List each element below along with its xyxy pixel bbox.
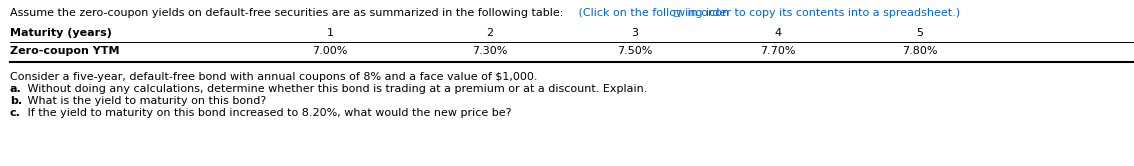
Text: Zero-coupon YTM: Zero-coupon YTM [10,46,119,56]
Text: in order to copy its contents into a spreadsheet.): in order to copy its contents into a spr… [684,8,960,18]
Text: (Click on the following icon: (Click on the following icon [575,8,733,18]
Text: If the yield to maturity on this bond increased to 8.20%, what would the new pri: If the yield to maturity on this bond in… [24,108,511,118]
Text: 7.30%: 7.30% [473,46,508,56]
Text: What is the yield to maturity on this bond?: What is the yield to maturity on this bo… [24,96,266,106]
Text: Consider a five-year, default-free bond with annual coupons of 8% and a face val: Consider a five-year, default-free bond … [10,72,538,82]
Text: c.: c. [10,108,20,118]
Text: a.: a. [10,84,22,94]
Text: Assume the zero-coupon yields on default-free securities are as summarized in th: Assume the zero-coupon yields on default… [10,8,564,18]
Text: 5: 5 [916,28,923,38]
Text: Maturity (years): Maturity (years) [10,28,112,38]
Text: 7.70%: 7.70% [760,46,796,56]
Text: 1: 1 [327,28,333,38]
Text: 7.50%: 7.50% [617,46,653,56]
Text: 3: 3 [632,28,638,38]
Text: ◻: ◻ [672,8,680,18]
Text: 2: 2 [486,28,493,38]
Text: 7.00%: 7.00% [312,46,348,56]
Text: 4: 4 [775,28,781,38]
Text: b.: b. [10,96,23,106]
Text: 7.80%: 7.80% [903,46,938,56]
Text: Without doing any calculations, determine whether this bond is trading at a prem: Without doing any calculations, determin… [24,84,648,94]
